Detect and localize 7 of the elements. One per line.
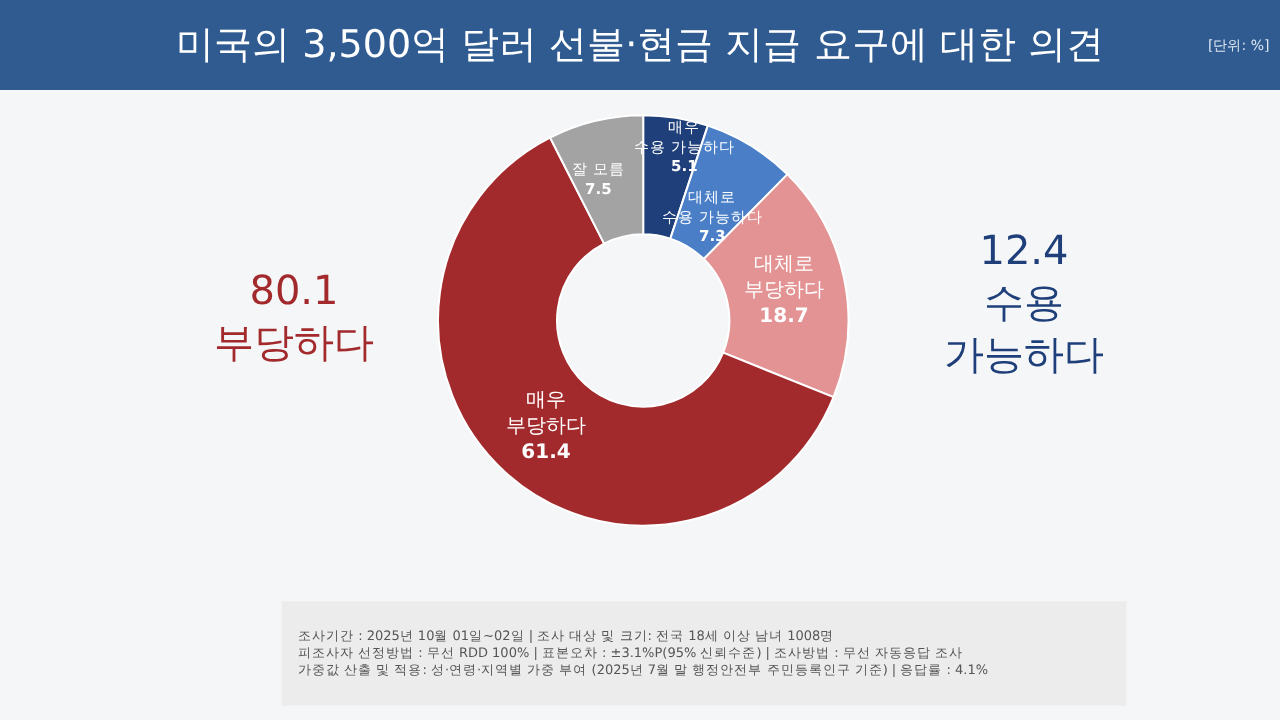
data-label: 61.4	[521, 442, 571, 464]
chart-title: 미국의 3,500억 달러 선불·현금 지급 요구에 대한 의견	[176, 22, 1104, 67]
slice-label: 대체로 부당하다	[744, 254, 824, 302]
slice-label: 매우 부당하다	[506, 390, 586, 438]
data-label: 18.7	[759, 306, 809, 328]
text: 12.4 수용 가능하다	[944, 226, 1104, 378]
text: 80.1 부당하다	[214, 266, 374, 366]
